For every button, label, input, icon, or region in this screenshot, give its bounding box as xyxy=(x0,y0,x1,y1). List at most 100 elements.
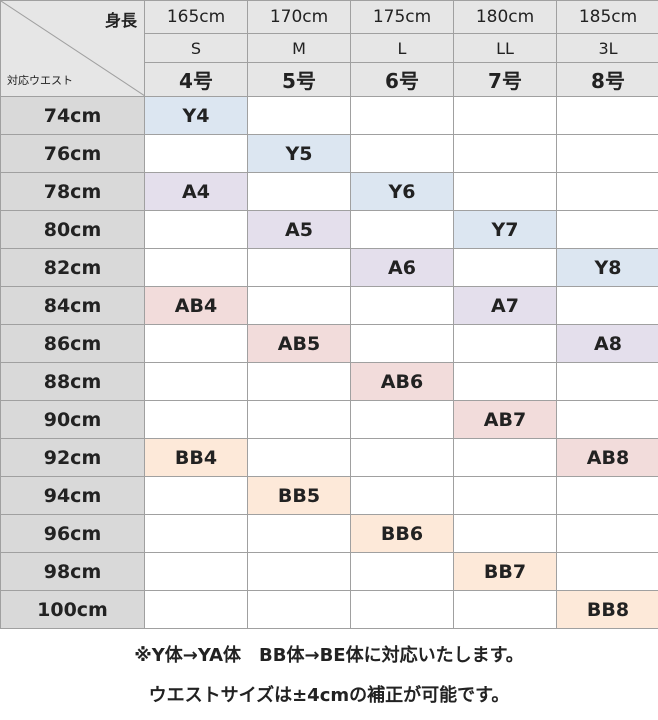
waist-label: 82cm xyxy=(0,248,145,287)
waist-label: 80cm xyxy=(0,210,145,249)
size-cell: A4 xyxy=(144,172,248,211)
size-cell: Y7 xyxy=(453,210,557,249)
size-cell: AB6 xyxy=(350,362,454,401)
size-number-header: 8号 xyxy=(556,62,658,97)
size-cell xyxy=(453,590,557,629)
waist-axis-label: 対応ウエスト xyxy=(7,74,73,87)
height-header: 170cm xyxy=(247,0,351,34)
waist-label: 98cm xyxy=(0,552,145,591)
size-cell xyxy=(350,552,454,591)
size-cell xyxy=(556,96,658,135)
size-cell: A7 xyxy=(453,286,557,325)
size-cell xyxy=(350,400,454,439)
size-cell xyxy=(144,134,248,173)
table-row: 74cm Y4 xyxy=(0,96,658,135)
size-cell xyxy=(453,248,557,287)
size-cell xyxy=(247,552,351,591)
size-cell xyxy=(453,96,557,135)
size-cell xyxy=(144,362,248,401)
size-letter-header: 3L xyxy=(556,33,658,63)
size-cell xyxy=(556,172,658,211)
size-cell xyxy=(453,438,557,477)
waist-label: 76cm xyxy=(0,134,145,173)
size-letter-header: S xyxy=(144,33,248,63)
size-cell xyxy=(350,476,454,515)
size-cell: A6 xyxy=(350,248,454,287)
table-row: 98cm BB7 xyxy=(0,552,658,591)
waist-label: 78cm xyxy=(0,172,145,211)
size-cell xyxy=(144,514,248,553)
table-row: 92cm BB4 AB8 xyxy=(0,438,658,477)
waist-label: 86cm xyxy=(0,324,145,363)
size-table: 身長 対応ウエスト 165cm 170cm 175cm 180cm 185cm … xyxy=(0,0,658,629)
table-row: 80cm A5 Y7 xyxy=(0,210,658,249)
size-cell xyxy=(144,552,248,591)
size-cell xyxy=(144,248,248,287)
table-row: 96cm BB6 xyxy=(0,514,658,553)
size-cell: AB5 xyxy=(247,324,351,363)
size-cell xyxy=(556,362,658,401)
size-cell xyxy=(556,134,658,173)
notes: ※Y体→YA体 BB体→BE体に対応いたします。 ウエストサイズは±4cmの補正… xyxy=(0,636,658,716)
size-cell xyxy=(350,438,454,477)
table-row: 78cm A4 Y6 xyxy=(0,172,658,211)
size-cell xyxy=(144,210,248,249)
size-number-header: 7号 xyxy=(453,62,557,97)
height-header-row: 身長 対応ウエスト 165cm 170cm 175cm 180cm 185cm xyxy=(0,0,658,97)
waist-label: 90cm xyxy=(0,400,145,439)
size-cell xyxy=(350,324,454,363)
size-cell xyxy=(556,514,658,553)
size-cell: BB4 xyxy=(144,438,248,477)
height-header: 165cm xyxy=(144,0,248,34)
table-row: 76cm Y5 xyxy=(0,134,658,173)
waist-label: 94cm xyxy=(0,476,145,515)
size-cell xyxy=(556,210,658,249)
size-letter-header: L xyxy=(350,33,454,63)
size-cell: Y8 xyxy=(556,248,658,287)
size-cell xyxy=(453,172,557,211)
size-cell xyxy=(350,210,454,249)
size-cell: BB5 xyxy=(247,476,351,515)
size-cell xyxy=(247,172,351,211)
size-cell: AB7 xyxy=(453,400,557,439)
size-cell xyxy=(247,96,351,135)
size-cell: A5 xyxy=(247,210,351,249)
size-cell xyxy=(350,286,454,325)
size-cell: BB8 xyxy=(556,590,658,629)
table-row: 94cm BB5 xyxy=(0,476,658,515)
table-row: 88cm AB6 xyxy=(0,362,658,401)
size-cell: Y6 xyxy=(350,172,454,211)
size-number-header: 6号 xyxy=(350,62,454,97)
size-cell xyxy=(453,134,557,173)
size-cell xyxy=(247,590,351,629)
note-line: ※Y体→YA体 BB体→BE体に対応いたします。 xyxy=(134,645,524,666)
table-row: 90cm AB7 xyxy=(0,400,658,439)
waist-label: 74cm xyxy=(0,96,145,135)
size-cell xyxy=(144,324,248,363)
size-cell xyxy=(453,476,557,515)
size-cell xyxy=(556,286,658,325)
size-cell xyxy=(247,514,351,553)
table-row: 100cm BB8 xyxy=(0,590,658,629)
size-cell xyxy=(453,324,557,363)
size-cell: AB8 xyxy=(556,438,658,477)
size-cell xyxy=(144,590,248,629)
diagonal-divider xyxy=(1,1,144,96)
size-cell xyxy=(247,286,351,325)
size-number-header: 4号 xyxy=(144,62,248,97)
size-letter-header: M xyxy=(247,33,351,63)
height-header: 180cm xyxy=(453,0,557,34)
waist-label: 100cm xyxy=(0,590,145,629)
size-number-header: 5号 xyxy=(247,62,351,97)
table-row: 82cm A6 Y8 xyxy=(0,248,658,287)
size-cell xyxy=(350,96,454,135)
waist-label: 96cm xyxy=(0,514,145,553)
size-cell xyxy=(247,248,351,287)
size-cell xyxy=(453,514,557,553)
size-cell: BB6 xyxy=(350,514,454,553)
table-row: 84cm AB4 A7 xyxy=(0,286,658,325)
size-cell: Y4 xyxy=(144,96,248,135)
table-row: 86cm AB5 A8 xyxy=(0,324,658,363)
size-cell xyxy=(556,552,658,591)
